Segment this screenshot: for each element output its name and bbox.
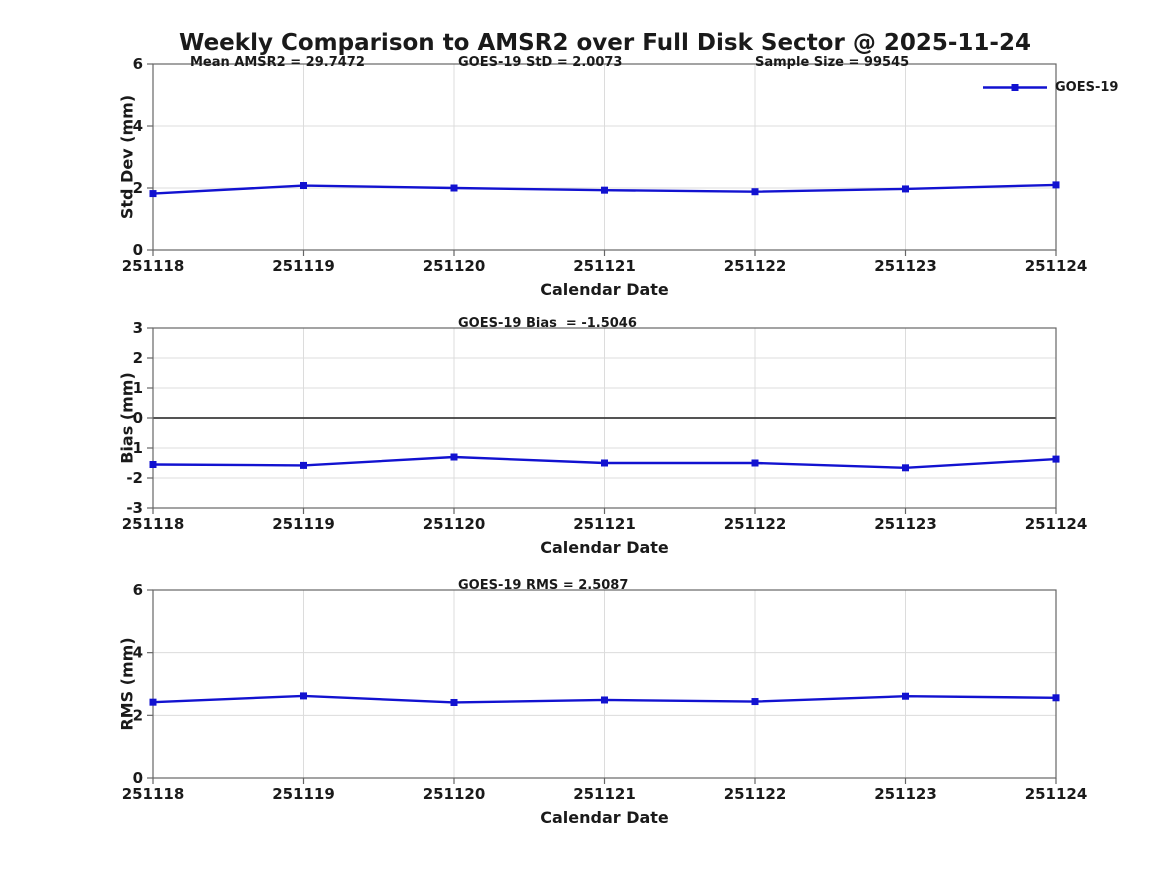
data-point xyxy=(601,186,608,194)
legend-series-label: GOES-19 xyxy=(1055,80,1119,95)
y-tick-label: 0 xyxy=(133,409,143,427)
x-tick-label: 251119 xyxy=(272,515,335,533)
data-point xyxy=(300,182,307,190)
stddev-plot: 251118 251119 251120 251121 251122 251123 2511… xyxy=(122,55,1088,275)
bias-plot: 251118 251119 251120 251121 251122 251123 2511… xyxy=(122,319,1088,533)
y-tick-label: 2 xyxy=(133,349,143,367)
y-tick-label: 6 xyxy=(133,55,143,73)
bias-y-axis-label: Bias (mm) xyxy=(117,372,137,464)
data-point xyxy=(300,692,307,700)
x-tick-label: 251122 xyxy=(724,515,787,533)
data-point xyxy=(300,461,307,469)
x-tick-label: 251121 xyxy=(573,515,636,533)
annotation-goes19-rms: GOES-19 RMS = 2.5087 xyxy=(458,578,629,593)
x-tick-label: 251123 xyxy=(874,257,937,275)
data-point xyxy=(751,698,759,706)
x-tick-label: 251121 xyxy=(573,785,636,803)
rms-plot: 251118 251119 251120 251121 251122 251123 2511… xyxy=(122,581,1088,803)
x-tick-label: 251121 xyxy=(573,257,636,275)
x-tick-label: 251124 xyxy=(1025,257,1088,275)
data-point xyxy=(902,692,909,700)
data-point xyxy=(450,698,458,706)
bias-x-axis-label: Calendar Date xyxy=(540,538,669,557)
rms-y-axis-label: RMS (mm) xyxy=(117,637,137,731)
chart-title: Weekly Comparison to AMSR2 over Full Dis… xyxy=(179,30,1031,56)
x-tick-label: 251118 xyxy=(122,785,185,803)
rms-x-axis-label: Calendar Date xyxy=(540,808,669,827)
data-point xyxy=(1052,694,1060,702)
x-tick-label: 251119 xyxy=(272,257,335,275)
y-tick-label: 0 xyxy=(133,769,143,787)
data-point xyxy=(1052,455,1060,463)
annotation-mean-amsr2: Mean AMSR2 = 29.7472 xyxy=(190,55,365,70)
stddev-y-axis-label: Std Dev (mm) xyxy=(117,94,137,220)
data-point xyxy=(751,188,759,196)
data-point xyxy=(149,698,157,706)
annotation-goes19-bias: GOES-19 Bias = -1.5046 xyxy=(458,316,637,331)
y-tick-label: -1 xyxy=(126,439,143,457)
y-tick-label: 0 xyxy=(133,241,143,259)
x-tick-label: 251119 xyxy=(272,785,335,803)
x-tick-label: 251123 xyxy=(874,785,937,803)
annotation-goes19-std: GOES-19 StD = 2.0073 xyxy=(458,55,623,70)
legend-line-marker-icon xyxy=(983,84,1047,91)
y-tick-label: -2 xyxy=(126,469,143,487)
data-point xyxy=(902,464,909,472)
x-tick-label: 251120 xyxy=(423,257,486,275)
x-tick-label: 251123 xyxy=(874,515,937,533)
legend: GOES-19 xyxy=(983,80,1118,95)
data-point xyxy=(601,459,608,467)
x-tick-label: 251120 xyxy=(423,515,486,533)
x-tick-label: 251122 xyxy=(724,785,787,803)
y-tick-label: 2 xyxy=(133,706,143,724)
data-point xyxy=(601,696,608,704)
y-tick-label: 3 xyxy=(133,319,143,337)
stddev-x-axis-label: Calendar Date xyxy=(540,280,669,299)
x-tick-label: 251118 xyxy=(122,515,185,533)
y-tick-label: 4 xyxy=(133,117,143,135)
annotation-sample-size: Sample Size = 99545 xyxy=(755,55,910,70)
y-tick-label: 2 xyxy=(133,179,143,197)
data-point xyxy=(450,184,458,192)
y-tick-label: -3 xyxy=(126,499,143,517)
x-tick-label: 251118 xyxy=(122,257,185,275)
data-point xyxy=(902,185,909,193)
x-tick-label: 251124 xyxy=(1025,515,1088,533)
x-tick-label: 251122 xyxy=(724,257,787,275)
data-point xyxy=(450,453,458,461)
y-tick-label: 6 xyxy=(133,581,143,599)
y-tick-label: 4 xyxy=(133,644,143,662)
x-tick-label: 251120 xyxy=(423,785,486,803)
y-tick-label: 1 xyxy=(133,379,143,397)
x-tick-label: 251124 xyxy=(1025,785,1088,803)
data-point xyxy=(751,459,759,467)
data-point xyxy=(1052,181,1060,189)
data-point xyxy=(149,190,157,198)
data-point xyxy=(149,461,157,468)
